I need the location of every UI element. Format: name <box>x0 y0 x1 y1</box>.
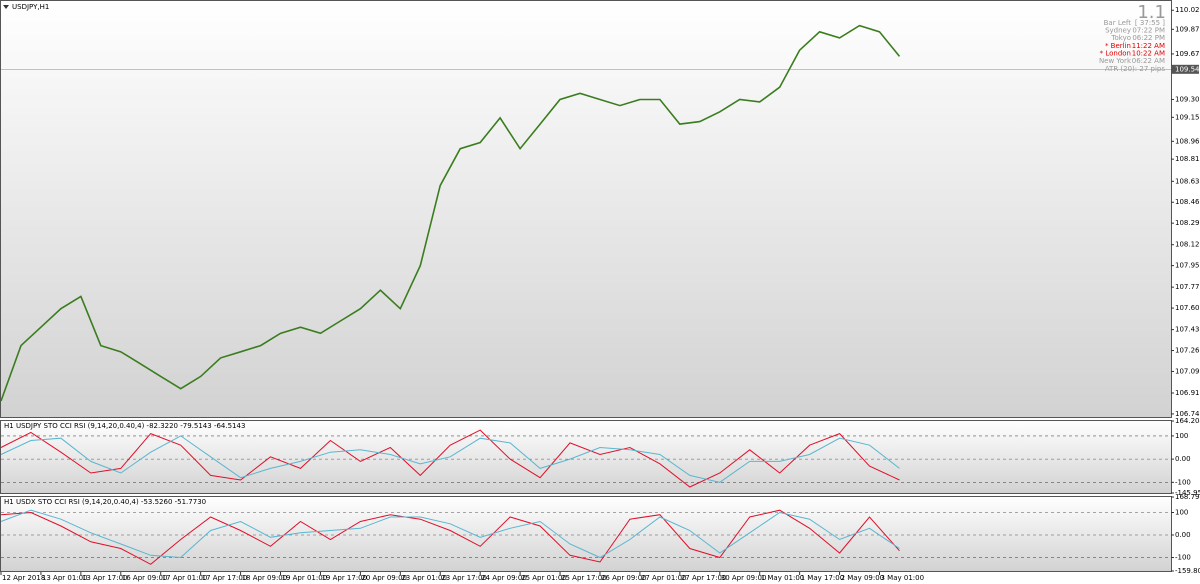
session-time: 06:22 PM <box>1132 34 1165 42</box>
x-tick-label: 1 May 01:00 <box>761 574 805 582</box>
series-line <box>0 435 900 483</box>
x-tick-label: 19 Apr 01:00 <box>282 574 328 582</box>
last-price-box <box>1171 64 1199 74</box>
y-tick-label: 109.670 <box>1175 50 1200 58</box>
x-tick-label: 30 Apr 09:00 <box>721 574 767 582</box>
session-time: 10:22 AM <box>1132 49 1165 57</box>
y-tick-label: 168.7940 <box>1175 493 1200 501</box>
x-tick-label: 13 Apr 17:00 <box>82 574 128 582</box>
x-tick-label: 23 Apr 01:00 <box>401 574 447 582</box>
y-tick-label: -159.8038 <box>1175 567 1200 575</box>
main-pane <box>0 0 1172 418</box>
x-tick-label: 24 Apr 09:00 <box>481 574 527 582</box>
x-tick-label: 27 Apr 01:00 <box>641 574 687 582</box>
series-line <box>0 24 901 402</box>
session-label: New York <box>1099 57 1132 65</box>
y-tick-label: 107.950 <box>1175 262 1200 270</box>
y-tick-label: 0.00 <box>1175 531 1191 539</box>
y-tick-label: 108.960 <box>1175 137 1200 145</box>
x-tick-label: 3 May 01:00 <box>880 574 924 582</box>
x-tick-label: 12 Apr 2018 <box>2 574 45 582</box>
y-tick-label: 109.300 <box>1175 95 1200 103</box>
y-tick-label: 106.745 <box>1175 410 1200 418</box>
series-line <box>0 429 900 488</box>
x-tick-label: 17 Apr 01:00 <box>162 574 208 582</box>
session-label: Tokyo <box>1110 34 1131 42</box>
indicator-pane <box>0 420 1172 494</box>
y-tick-label: -100 <box>1175 554 1191 562</box>
session-time: [ 37:55 ] <box>1135 19 1165 27</box>
y-tick-label: 109.870 <box>1175 25 1200 33</box>
y-tick-label: 109.155 <box>1175 113 1200 121</box>
session-label: Sydney <box>1105 27 1131 35</box>
y-tick-label: -145.9595 <box>1175 489 1200 497</box>
x-tick-label: 18 Apr 09:00 <box>242 574 288 582</box>
y-tick-label: 107.605 <box>1175 304 1200 312</box>
session-time: 07:22 PM <box>1132 27 1165 35</box>
x-tick-label: 26 Apr 09:00 <box>601 574 647 582</box>
y-tick-label: 107.430 <box>1175 326 1200 334</box>
y-tick-label: 110.025 <box>1175 6 1200 14</box>
series-line <box>0 509 900 559</box>
pane-title: H1 USDX STO CCI RSI (9,14,20,0.40,4) -53… <box>4 498 206 506</box>
spread: 1.1 <box>1137 2 1166 23</box>
y-tick-label: 164.2048 <box>1175 417 1200 425</box>
session-time: 06:22 AM <box>1132 57 1165 65</box>
x-tick-label: 2 May 09:00 <box>841 574 885 582</box>
y-tick-label: 100 <box>1175 508 1188 516</box>
y-tick-label: 100 <box>1175 432 1188 440</box>
series-line <box>0 509 900 565</box>
x-tick-label: 27 Apr 17:00 <box>681 574 727 582</box>
x-tick-label: 1 May 17:00 <box>801 574 845 582</box>
y-tick-label: 0.00 <box>1175 455 1191 463</box>
x-tick-label: 25 Apr 17:00 <box>561 574 607 582</box>
indicator-pane <box>0 496 1172 572</box>
y-tick-label: 108.465 <box>1175 198 1200 206</box>
y-tick-label: 108.815 <box>1175 155 1200 163</box>
y-tick-label: 108.635 <box>1175 177 1200 185</box>
y-tick-label: 107.775 <box>1175 283 1200 291</box>
pane-title: H1 USDJPY STO CCI RSI (9,14,20,0.40,4) -… <box>4 422 245 430</box>
session-time: 11:22 AM <box>1132 42 1165 50</box>
x-tick-label: 16 Apr 09:00 <box>122 574 168 582</box>
x-tick-label: 25 Apr 01:00 <box>521 574 567 582</box>
session-label: Bar Left <box>1104 19 1132 27</box>
y-tick-label: 108.295 <box>1175 219 1200 227</box>
y-tick-label: 107.260 <box>1175 347 1200 355</box>
y-tick-label: -100 <box>1175 478 1191 486</box>
x-tick-label: 19 Apr 17:00 <box>321 574 367 582</box>
window-title: USDJPY,H1 <box>12 3 49 11</box>
session-label: * Berlin <box>1105 42 1131 50</box>
y-tick-label: 106.915 <box>1175 389 1200 397</box>
y-tick-label: 107.090 <box>1175 367 1200 375</box>
x-tick-label: 23 Apr 17:00 <box>441 574 487 582</box>
x-tick-label: 13 Apr 01:00 <box>42 574 88 582</box>
dropdown-icon[interactable] <box>3 5 9 9</box>
last-price-label: 109.545 <box>1175 65 1200 73</box>
session-label: * London <box>1100 49 1131 57</box>
x-tick-label: 20 Apr 09:00 <box>361 574 407 582</box>
x-tick-label: 17 Apr 17:00 <box>202 574 248 582</box>
y-tick-label: 108.120 <box>1175 241 1200 249</box>
